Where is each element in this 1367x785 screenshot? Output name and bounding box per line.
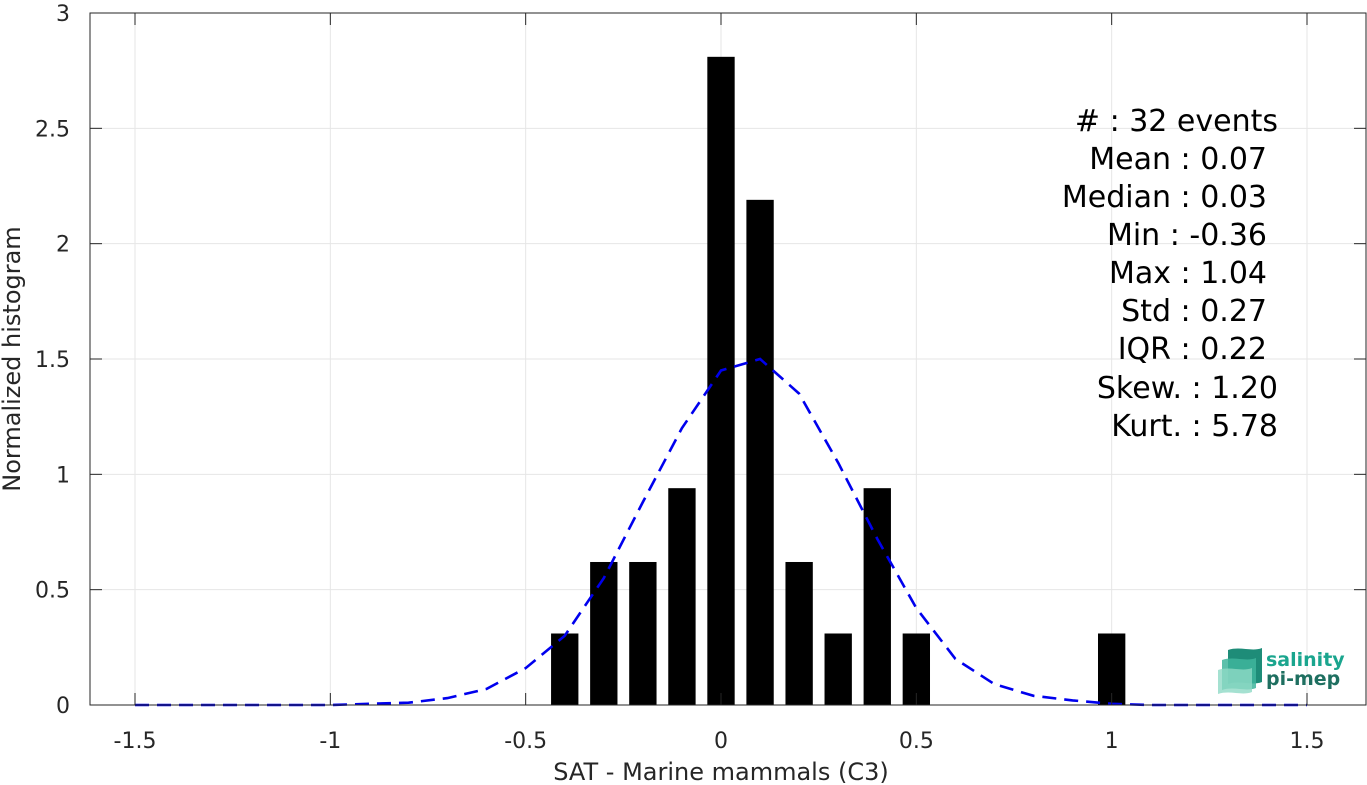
- stat-count: # : 32 events: [1075, 104, 1278, 139]
- y-tick-label: 2: [56, 233, 70, 258]
- histogram-bar: [551, 633, 579, 705]
- axes: [89, 12, 1367, 706]
- histogram-bar: [629, 561, 657, 705]
- y-tick-label: 1.5: [35, 348, 70, 373]
- stat-kurt: Kurt. : 5.78: [1111, 409, 1278, 444]
- x-tick-label: 1: [1105, 729, 1119, 754]
- histogram-bar: [863, 488, 891, 705]
- stat-std: Std : 0.27: [1121, 294, 1267, 329]
- logo-text-salinity: salinity: [1266, 649, 1345, 671]
- y-tick-label: 0: [56, 694, 70, 719]
- histogram-bar: [707, 56, 735, 706]
- logo-waves-icon: [1218, 648, 1262, 694]
- x-tick-label: -0.5: [504, 729, 547, 754]
- histogram-bar: [746, 199, 774, 705]
- stat-median: Median : 0.03: [1062, 180, 1267, 215]
- y-axis-label: Normalized histogram: [0, 226, 26, 491]
- salinity-pi-mep-logo: salinity pi-mep: [1218, 648, 1345, 694]
- stats-box: # : 32 events Mean : 0.07 Median : 0.03 …: [1062, 104, 1278, 444]
- x-tick-label: -1: [319, 729, 341, 754]
- stat-max: Max : 1.04: [1109, 256, 1267, 291]
- x-tick-label: 1.5: [1290, 729, 1325, 754]
- histogram-bar: [590, 561, 618, 705]
- x-tick-label: 0: [714, 729, 728, 754]
- stat-mean: Mean : 0.07: [1089, 142, 1267, 177]
- y-tick-labels: 0 0.5 1 1.5 2 2.5 3: [35, 2, 70, 719]
- stat-iqr: IQR : 0.22: [1118, 332, 1267, 367]
- x-tick-label: -1.5: [114, 729, 157, 754]
- histogram-bar: [668, 488, 696, 705]
- x-tick-label: 0.5: [899, 729, 934, 754]
- y-tick-label: 1: [56, 463, 70, 488]
- y-tick-label: 2.5: [35, 117, 70, 142]
- bars: [551, 56, 1126, 706]
- stat-skew: Skew. : 1.20: [1097, 371, 1278, 406]
- histogram-bar: [785, 561, 813, 705]
- x-axis-label: SAT - Marine mammals (C3): [553, 758, 888, 785]
- y-tick-label: 3: [56, 2, 70, 27]
- y-tick-label: 0.5: [35, 579, 70, 604]
- stat-min: Min : -0.36: [1107, 218, 1267, 253]
- logo-text-pi-mep: pi-mep: [1266, 668, 1340, 690]
- x-tick-labels: -1.5 -1 -0.5 0 0.5 1 1.5: [114, 729, 1325, 754]
- histogram-bar: [824, 633, 852, 705]
